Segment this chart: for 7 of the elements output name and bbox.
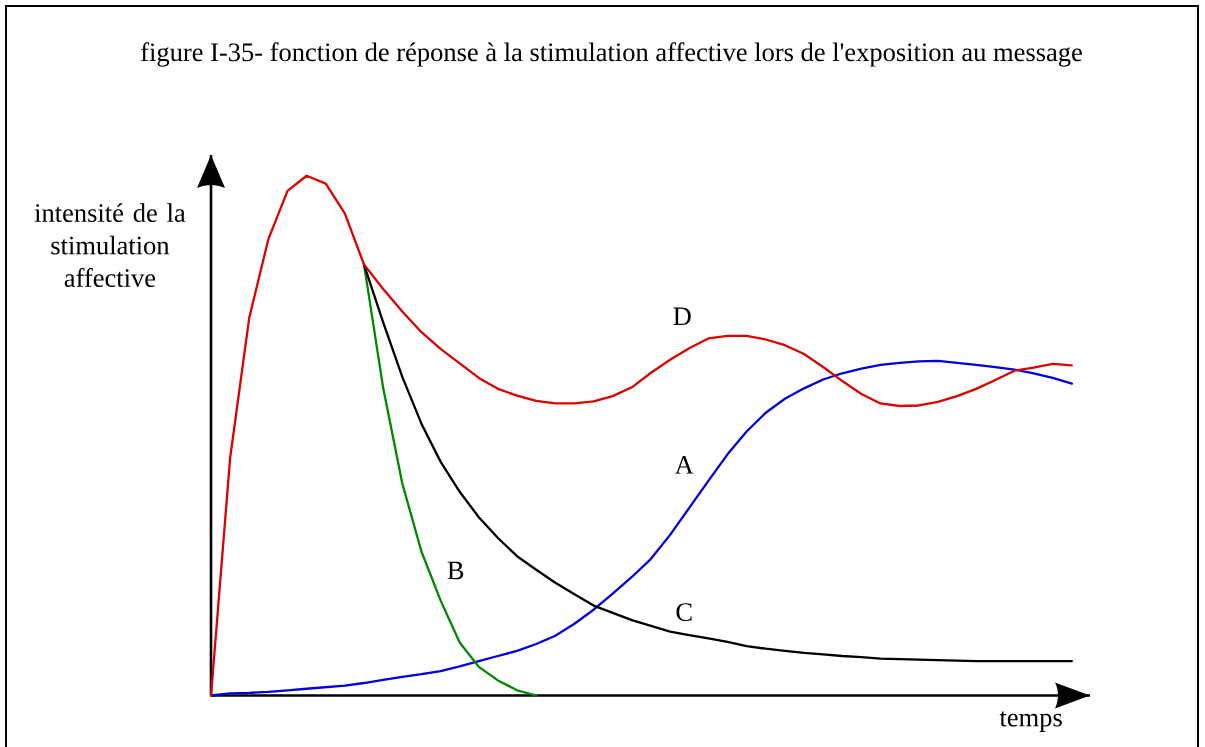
series-label: C [676, 603, 692, 622]
y-axis-title: intensité de la stimulation affective [34, 203, 186, 287]
x-axis-title: temps [999, 711, 1062, 732]
series-label: D [673, 307, 691, 326]
series-label: A [674, 456, 694, 474]
chart-title: figure I-35- fonction de réponse à la stimulation affective lors de l'exposition au message [141, 42, 1082, 67]
series-label: B [447, 561, 464, 580]
